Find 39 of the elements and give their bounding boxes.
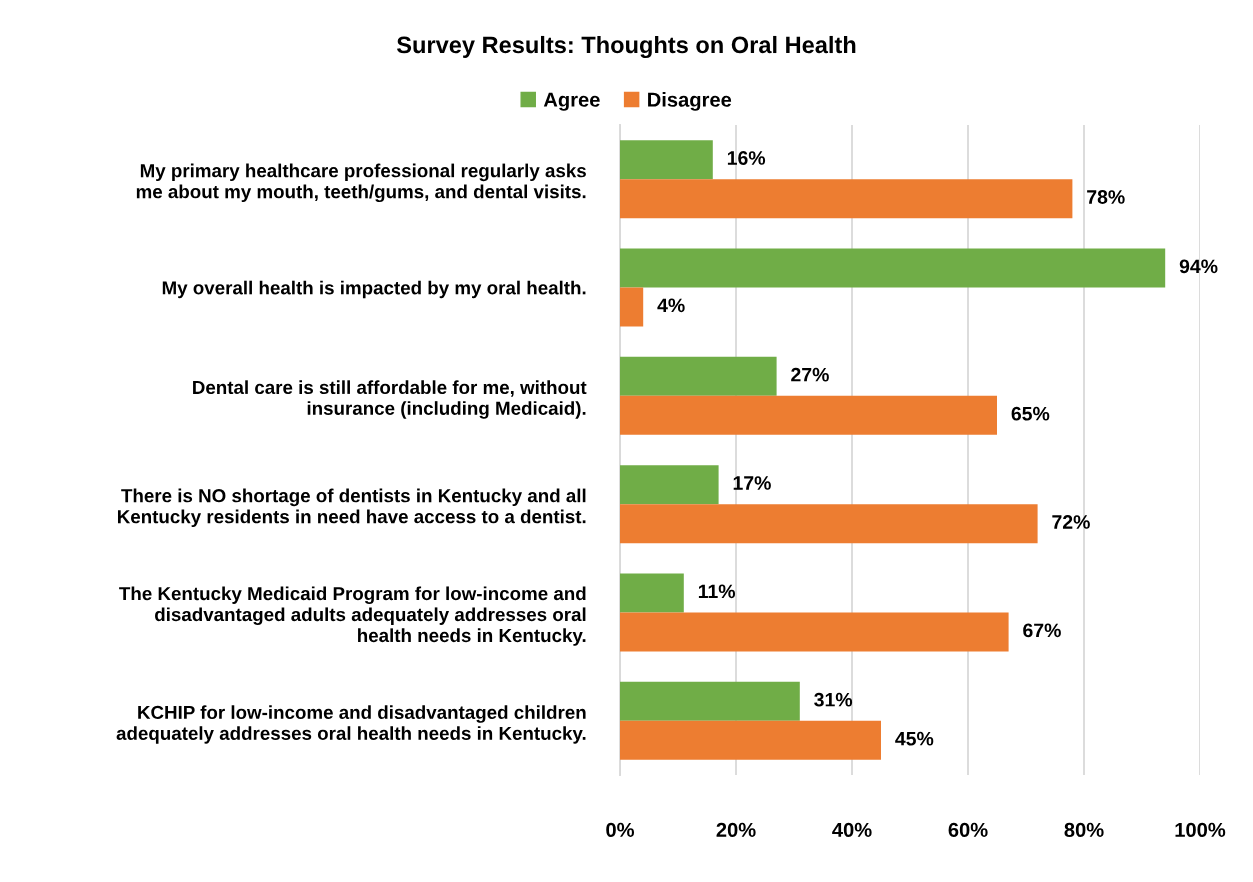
data-label: 17% bbox=[733, 476, 771, 490]
x-tick-label: 0% bbox=[606, 822, 635, 838]
data-label: 4% bbox=[657, 298, 685, 313]
data-label: 45% bbox=[895, 731, 934, 746]
data-label: 67% bbox=[1023, 623, 1061, 638]
data-label: 11% bbox=[698, 584, 736, 599]
bar bbox=[620, 140, 713, 180]
bar bbox=[620, 356, 777, 396]
x-tick-label: 60% bbox=[948, 822, 988, 838]
y-tick-label: The Kentucky Medicaid Program for low-income and disadvantaged adults adequately addresses oral health needs in Kentucky. bbox=[119, 586, 586, 646]
bar bbox=[620, 504, 1038, 544]
legend-label: Disagree bbox=[648, 92, 732, 111]
bar bbox=[620, 179, 1073, 219]
bar bbox=[620, 248, 1166, 288]
data-label: 72% bbox=[1052, 515, 1090, 529]
data-label: 65% bbox=[1011, 406, 1050, 421]
x-tick-label: 20% bbox=[716, 822, 756, 838]
y-tick-label: There is NO shortage of dentists in Kentucky and all Kentucky residents in need have access to a dentist. bbox=[118, 488, 586, 528]
data-label: 27% bbox=[791, 367, 829, 382]
data-label: 78% bbox=[1087, 190, 1125, 204]
y-tick-label: KCHIP for low-income and disadvantaged children adequately addresses oral health needs in Kentucky. bbox=[116, 705, 586, 744]
chart-title: Survey Results: Thoughts on Oral Health bbox=[396, 35, 856, 59]
y-tick-label: My primary healthcare professional regularly asks me about my mouth, teeth/gums, and dental visits. bbox=[136, 163, 586, 203]
x-tick-label: 40% bbox=[832, 822, 872, 838]
bar bbox=[620, 287, 644, 327]
legend-label: Agree bbox=[543, 92, 600, 111]
y-tick-label: Dental care is still affordable for me, without insurance (including Medicaid). bbox=[193, 380, 587, 419]
bar bbox=[620, 720, 881, 760]
bar bbox=[620, 612, 1009, 652]
bar bbox=[620, 573, 684, 613]
bar bbox=[620, 395, 997, 435]
y-tick-label: My overall health is impacted by my oral health. bbox=[162, 280, 586, 299]
x-tick-label: 100% bbox=[1175, 822, 1226, 838]
data-label: 31% bbox=[814, 692, 853, 707]
bar bbox=[620, 681, 800, 721]
bar bbox=[620, 465, 719, 505]
data-label: 94% bbox=[1179, 259, 1218, 274]
x-tick-label: 80% bbox=[1064, 822, 1104, 838]
data-label: 16% bbox=[727, 151, 766, 165]
